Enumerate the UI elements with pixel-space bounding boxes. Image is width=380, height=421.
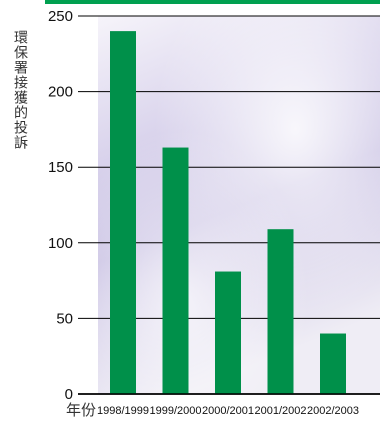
- bar-2002-2003: [320, 333, 346, 394]
- y-tick-label: 0: [65, 386, 73, 403]
- bar-2000-2001: [215, 271, 241, 394]
- x-tick-label: 1998/1999: [97, 405, 149, 417]
- bar-1999-2000: [162, 147, 189, 394]
- bar-1998-1999: [110, 31, 136, 395]
- y-tick-label: 100: [48, 235, 73, 252]
- x-tick-label: 2000/2001: [202, 405, 254, 417]
- y-axis-label: 環保署接獲的投訴: [12, 30, 28, 150]
- x-axis-label: 年份: [66, 401, 97, 419]
- x-tick-label: 2002/2003: [307, 405, 359, 417]
- y-tick-label: 200: [48, 84, 73, 101]
- top-accent-bar: [45, 0, 380, 4]
- y-tick-label: 50: [56, 310, 73, 327]
- bars: [110, 31, 346, 395]
- x-tick-label: 1999/2000: [150, 405, 202, 417]
- y-tick-label: 150: [48, 159, 73, 176]
- x-tick-label: 2001/2002: [255, 405, 307, 417]
- tick-labels: 0 50 100 150 200 250 1998/1999 1999/2000 2000/20…: [48, 8, 359, 417]
- bar-2001-2002: [267, 229, 294, 394]
- y-tick-label: 250: [48, 8, 73, 25]
